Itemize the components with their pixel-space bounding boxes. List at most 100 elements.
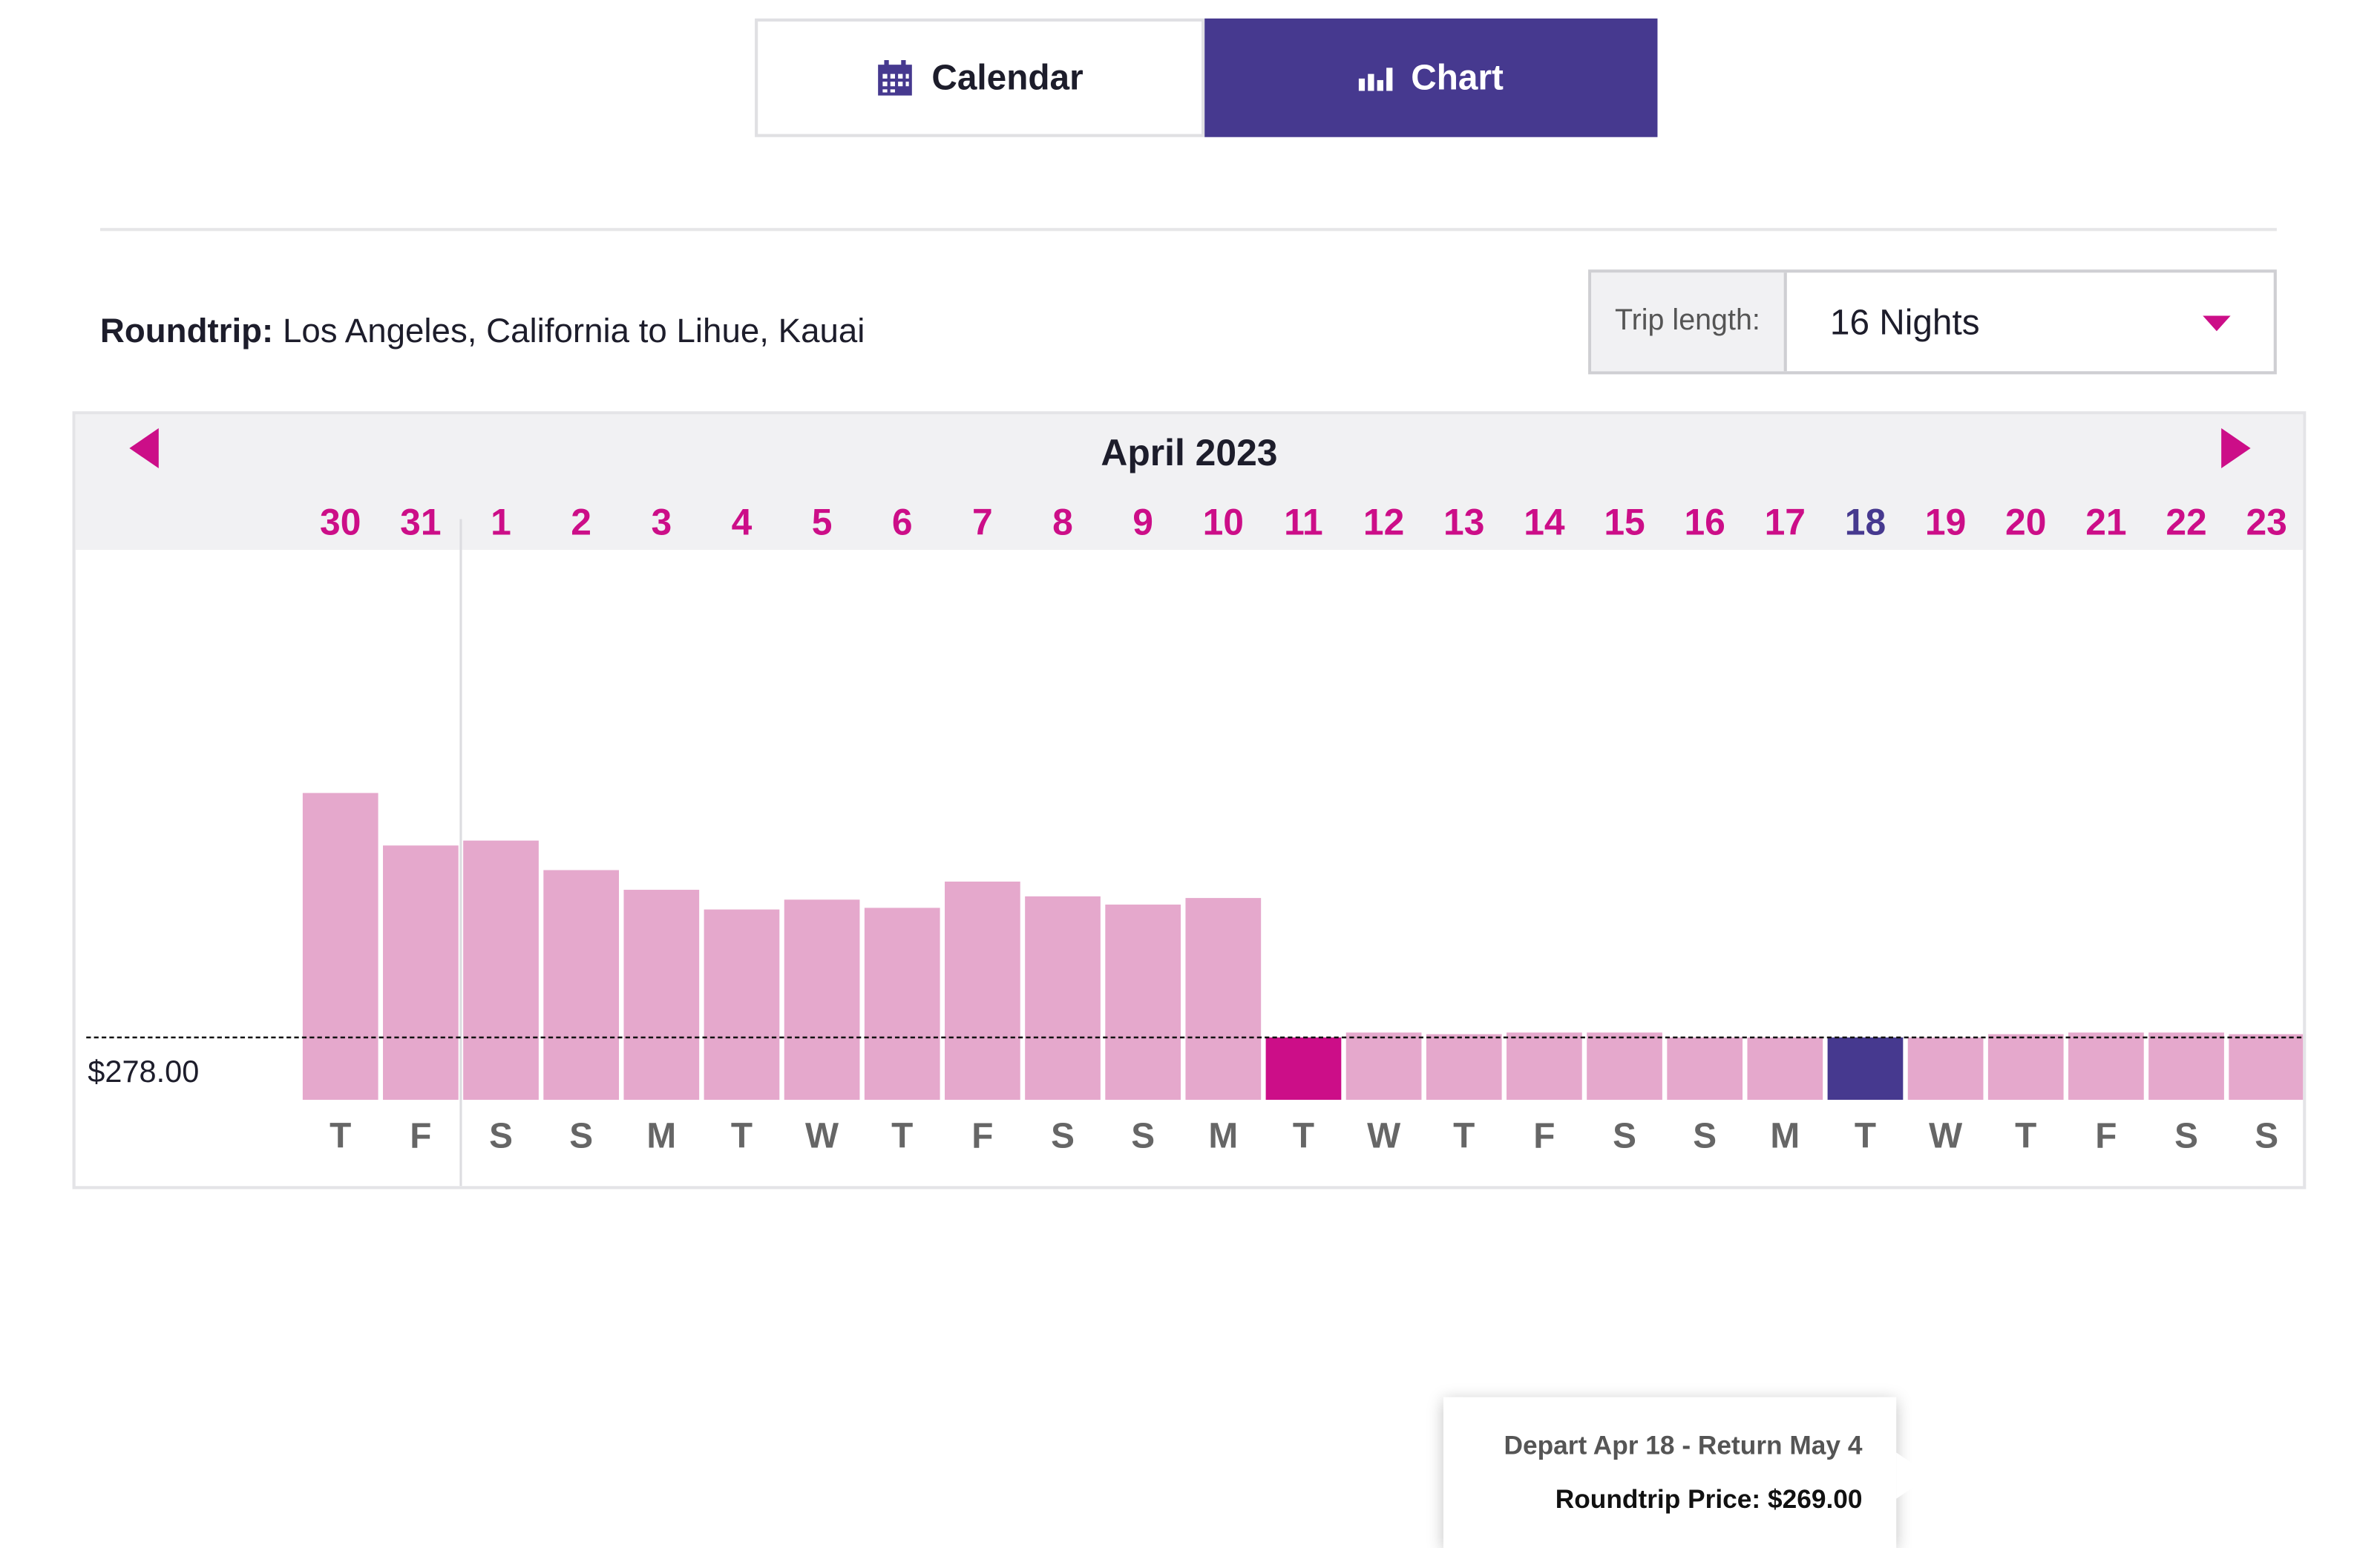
date-label: 8 — [1052, 501, 1073, 542]
previous-arrow-icon[interactable] — [129, 428, 159, 469]
date-label: 7 — [972, 501, 993, 542]
price-bar[interactable] — [1507, 1032, 1582, 1101]
chart-label: Chart — [1411, 56, 1504, 97]
weekday-label: S — [1613, 1116, 1636, 1155]
date-label: 6 — [892, 501, 913, 542]
price-bar[interactable] — [1667, 1037, 1743, 1101]
weekday-label: F — [971, 1116, 993, 1155]
weekday-label: T — [731, 1116, 753, 1155]
date-label: 9 — [1132, 501, 1153, 542]
weekday-label: S — [1051, 1116, 1075, 1155]
weekday-label: S — [1131, 1116, 1155, 1155]
chevron-down-icon — [2203, 315, 2231, 332]
price-bar[interactable] — [1987, 1034, 2064, 1101]
price-bar[interactable] — [1265, 1037, 1342, 1101]
date-label: 16 — [1684, 501, 1725, 542]
route-summary: Roundtrip: Los Angeles, California to Li… — [100, 311, 865, 351]
weekday-label: F — [2095, 1116, 2117, 1155]
date-label: 20 — [2005, 501, 2046, 542]
next-arrow-icon[interactable] — [2221, 428, 2251, 469]
section-divider — [99, 228, 2277, 232]
date-label: 31 — [400, 501, 441, 542]
weekday-label: T — [330, 1116, 351, 1155]
calendar-label: Calendar — [931, 56, 1084, 97]
weekday-label: F — [1533, 1116, 1555, 1155]
weekday-label: W — [805, 1116, 839, 1155]
date-label: 22 — [2166, 501, 2206, 542]
price-bar[interactable] — [1747, 1037, 1823, 1101]
weekday-label: W — [1367, 1116, 1400, 1155]
price-bar[interactable] — [623, 890, 700, 1101]
date-label: 21 — [2085, 501, 2126, 542]
weekday-label: T — [1855, 1116, 1876, 1155]
date-label: 19 — [1925, 501, 1966, 542]
weekday-label: T — [891, 1116, 913, 1155]
date-label: 23 — [2246, 501, 2286, 542]
weekday-label: S — [569, 1116, 593, 1155]
price-bar[interactable] — [1827, 1037, 1904, 1101]
date-label: 13 — [1443, 501, 1484, 542]
price-bar[interactable] — [704, 909, 780, 1101]
date-label: 11 — [1284, 501, 1323, 542]
price-bar[interactable] — [1185, 898, 1262, 1101]
date-label: 14 — [1524, 501, 1565, 542]
date-label: 4 — [732, 501, 753, 542]
weekday-label: M — [646, 1116, 676, 1155]
weekday-label: W — [1929, 1116, 1962, 1155]
price-bar[interactable] — [2068, 1032, 2144, 1101]
date-label: 2 — [571, 501, 591, 542]
date-label: 30 — [320, 501, 361, 542]
route-prefix: Roundtrip: — [99, 311, 274, 350]
date-label: 12 — [1363, 501, 1404, 542]
price-bar[interactable] — [1587, 1032, 1662, 1101]
weekday-label: T — [2015, 1116, 2036, 1155]
price-bar[interactable] — [1345, 1032, 1422, 1101]
route-text: Los Angeles, California to Lihue, Kauai — [282, 311, 865, 350]
date-label: 17 — [1765, 501, 1806, 542]
price-bar[interactable] — [463, 840, 539, 1101]
trip-length-select[interactable]: Trip length: 16 Nights — [1588, 269, 2277, 375]
tooltip-dates: Depart Apr 18 - Return May 4 — [1504, 1431, 1863, 1460]
price-bar-chart: 30 T 31 F 1 S 2 S 3 M 4 T 5 W 6 T 7 F 8 S 9 S 10 M 11 T 12 W 13 T 14 F 1… — [86, 501, 2304, 1187]
date-label: 1 — [491, 501, 511, 542]
chart-header: April 2023 — [75, 414, 2304, 551]
price-bar[interactable] — [1907, 1037, 1984, 1101]
date-label: 18 — [1845, 501, 1886, 542]
price-bar[interactable] — [383, 845, 459, 1101]
price-bar[interactable] — [302, 793, 378, 1101]
trip-length-dropdown[interactable]: 16 Nights — [1787, 272, 2274, 371]
weekday-label: S — [2255, 1116, 2278, 1155]
weekday-label: S — [2174, 1116, 2198, 1155]
weekday-label: S — [1693, 1116, 1717, 1155]
price-bar[interactable] — [2148, 1032, 2224, 1101]
date-label: 5 — [812, 501, 833, 542]
month-title: April 2023 — [1101, 433, 1278, 475]
date-label: 3 — [651, 501, 672, 542]
date-label: 10 — [1203, 501, 1244, 542]
price-bar[interactable] — [864, 908, 940, 1101]
weekday-label: T — [1293, 1116, 1314, 1155]
price-chart-panel: April 2023 30 T 31 F 1 S 2 S 3 M 4 T 5 W 6 T 7 F 8 S 9 S 10 M 11… — [72, 411, 2307, 1548]
reference-price-label: $278.00 — [88, 1054, 199, 1089]
trip-length-label: Trip length: — [1591, 272, 1787, 372]
weekday-label: M — [1208, 1116, 1238, 1155]
weekday-label: T — [1453, 1116, 1475, 1155]
price-bar[interactable] — [1426, 1034, 1502, 1101]
tooltip-price: Roundtrip Price: $269.00 — [1555, 1484, 1863, 1515]
date-label: 15 — [1604, 501, 1645, 542]
weekday-label: F — [410, 1116, 431, 1155]
price-bar[interactable] — [543, 870, 620, 1101]
calendar-view-button[interactable]: Calendar — [755, 18, 1205, 137]
price-bar[interactable] — [784, 899, 860, 1101]
bar-chart-icon — [1358, 65, 1393, 91]
price-bar[interactable] — [2229, 1034, 2304, 1101]
weekday-label: S — [489, 1116, 513, 1155]
trip-length-value: 16 Nights — [1829, 301, 1980, 341]
calendar-icon — [876, 59, 914, 96]
price-tooltip: Depart Apr 18 - Return May 4 Roundtrip P… — [1443, 1397, 1930, 1548]
chart-view-button[interactable]: Chart — [1204, 18, 1658, 137]
price-bar[interactable] — [1025, 896, 1101, 1101]
weekday-label: M — [1770, 1116, 1800, 1155]
price-bar[interactable] — [1105, 904, 1181, 1101]
price-bar[interactable] — [945, 881, 1020, 1101]
